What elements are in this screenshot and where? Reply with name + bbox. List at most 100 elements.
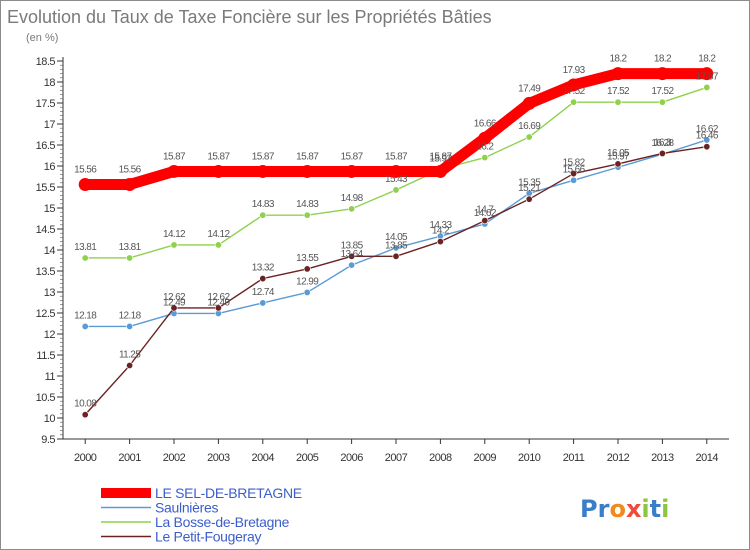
- data-point: [214, 304, 222, 312]
- data-point: [658, 98, 666, 106]
- x-tick-label: 2014: [696, 452, 719, 464]
- data-label: 14.83: [252, 199, 275, 210]
- data-label: 16.05: [607, 148, 630, 159]
- x-tick-label: 2010: [518, 452, 541, 464]
- data-label: 14.12: [163, 229, 186, 240]
- x-tick-label: 2009: [474, 452, 497, 464]
- x-tick-label: 2006: [340, 452, 363, 464]
- y-tick-label: 15.5: [36, 182, 56, 194]
- data-label: 18.2: [609, 54, 627, 65]
- data-label: 15.35: [518, 177, 541, 188]
- data-label: 15.87: [341, 151, 364, 162]
- data-point: [170, 241, 178, 249]
- data-label: 15.82: [563, 158, 586, 169]
- y-tick-label: 18.5: [36, 56, 56, 68]
- data-point: [123, 177, 137, 191]
- data-point: [433, 164, 447, 178]
- series-layer: [78, 67, 714, 419]
- data-label: 13.85: [385, 240, 408, 251]
- data-label: 15.21: [518, 183, 541, 194]
- data-point: [570, 176, 578, 184]
- data-point: [703, 83, 711, 91]
- data-point: [567, 78, 581, 92]
- x-tick-label: 2012: [607, 452, 630, 464]
- data-label: 13.32: [252, 263, 275, 274]
- legend-label: LE SEL-DE-BRETAGNE: [155, 485, 302, 501]
- data-point: [259, 211, 267, 219]
- data-point: [655, 67, 669, 81]
- logo-letter: P: [580, 495, 598, 523]
- y-tick-label: 14.5: [36, 224, 56, 236]
- y-tick-label: 16.5: [36, 140, 56, 152]
- data-point: [614, 160, 622, 168]
- logo-letter: x: [626, 495, 642, 523]
- data-point: [256, 164, 270, 178]
- y-tick-label: 17.5: [36, 98, 56, 110]
- data-label: 13.64: [341, 249, 364, 260]
- x-tick-label: 2008: [429, 452, 452, 464]
- data-label: 15.87: [163, 151, 186, 162]
- data-label: 17.87: [696, 71, 719, 82]
- y-tick-label: 18: [44, 77, 56, 89]
- data-label: 14.2: [432, 226, 450, 237]
- data-point: [214, 241, 222, 249]
- data-label: 11.25: [119, 350, 141, 361]
- data-label: 16.2: [476, 142, 494, 153]
- data-label: 17.52: [607, 86, 630, 97]
- data-point: [211, 164, 225, 178]
- data-point: [345, 164, 359, 178]
- data-label: 15.87: [385, 151, 408, 162]
- data-point: [348, 261, 356, 269]
- y-tick-label: 15: [44, 203, 56, 215]
- data-label: 13.55: [296, 253, 319, 264]
- data-point: [303, 288, 311, 296]
- data-point: [259, 275, 267, 283]
- data-point: [303, 211, 311, 219]
- data-label: 15.87: [429, 151, 452, 162]
- x-tick-label: 2007: [385, 452, 408, 464]
- data-labels: 15.56 15.56 15.87 15.87 15.87 15.87 15.87 15.87…: [74, 54, 719, 410]
- data-point: [259, 299, 267, 307]
- x-tick-label: 2004: [252, 452, 275, 464]
- x-tick-label: 2002: [163, 452, 186, 464]
- data-label: 14.05: [385, 232, 408, 243]
- chart-title: Evolution du Taux de Taxe Foncière sur l…: [7, 7, 492, 27]
- data-label: 12.18: [74, 310, 97, 321]
- proxiti-logo: Proxiti: [580, 495, 669, 523]
- x-tick-label: 2013: [651, 452, 674, 464]
- data-label: 14.83: [296, 199, 319, 210]
- x-tick-label: 2011: [563, 452, 585, 464]
- data-point: [658, 149, 666, 157]
- data-point: [570, 170, 578, 178]
- data-point: [81, 322, 89, 330]
- logo-letter: r: [598, 495, 610, 523]
- data-label: 14.33: [429, 220, 452, 231]
- data-label: 15.97: [607, 151, 630, 162]
- data-point: [570, 98, 578, 106]
- data-point: [126, 322, 134, 330]
- x-tick-label: 2000: [74, 452, 97, 464]
- data-label: 15.66: [563, 164, 586, 175]
- data-point: [167, 164, 181, 178]
- data-label: 16.28: [651, 138, 674, 149]
- data-point: [525, 195, 533, 203]
- data-point: [126, 254, 134, 262]
- data-label: 13.81: [74, 242, 97, 253]
- y-tick-label: 17: [44, 119, 56, 131]
- data-label: 10.08: [74, 399, 97, 410]
- legend-label: Saulnières: [155, 500, 218, 516]
- data-point: [481, 217, 489, 225]
- data-point: [525, 133, 533, 141]
- chart-subtitle: (en %): [26, 32, 58, 44]
- data-label: 12.49: [163, 297, 186, 308]
- logo-letter: o: [609, 495, 626, 523]
- data-point: [703, 136, 711, 144]
- data-label: 17.49: [518, 83, 541, 94]
- data-label: 12.62: [163, 292, 186, 303]
- data-point: [81, 254, 89, 262]
- x-tick-label: 2003: [207, 452, 230, 464]
- y-tick-label: 10: [44, 413, 56, 425]
- data-label: 12.49: [207, 297, 230, 308]
- data-point: [700, 67, 714, 81]
- data-label: 15.87: [252, 151, 275, 162]
